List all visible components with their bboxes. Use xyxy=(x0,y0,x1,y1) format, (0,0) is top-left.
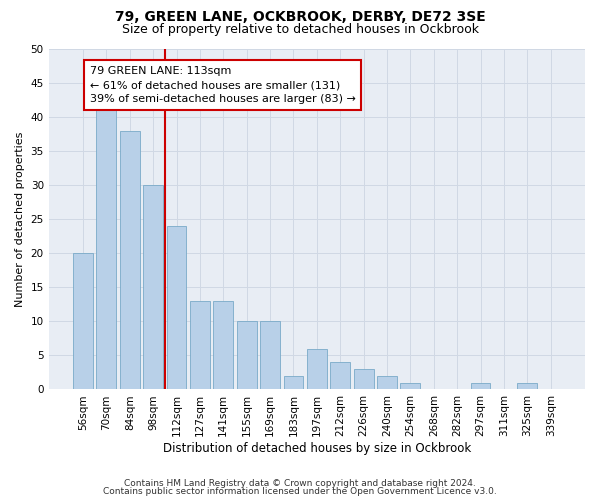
Text: 79 GREEN LANE: 113sqm
← 61% of detached houses are smaller (131)
39% of semi-det: 79 GREEN LANE: 113sqm ← 61% of detached … xyxy=(90,66,356,104)
Bar xyxy=(330,362,350,390)
X-axis label: Distribution of detached houses by size in Ockbrook: Distribution of detached houses by size … xyxy=(163,442,471,455)
Bar xyxy=(167,226,187,390)
Bar xyxy=(97,104,116,390)
Bar xyxy=(214,301,233,390)
Bar xyxy=(353,369,374,390)
Bar xyxy=(284,376,304,390)
Text: 79, GREEN LANE, OCKBROOK, DERBY, DE72 3SE: 79, GREEN LANE, OCKBROOK, DERBY, DE72 3S… xyxy=(115,10,485,24)
Bar xyxy=(377,376,397,390)
Bar xyxy=(400,382,421,390)
Text: Size of property relative to detached houses in Ockbrook: Size of property relative to detached ho… xyxy=(121,22,479,36)
Bar xyxy=(517,382,537,390)
Bar xyxy=(190,301,210,390)
Bar xyxy=(143,185,163,390)
Bar xyxy=(120,130,140,390)
Bar xyxy=(307,348,327,390)
Bar xyxy=(260,322,280,390)
Text: Contains HM Land Registry data © Crown copyright and database right 2024.: Contains HM Land Registry data © Crown c… xyxy=(124,478,476,488)
Text: Contains public sector information licensed under the Open Government Licence v3: Contains public sector information licen… xyxy=(103,487,497,496)
Bar xyxy=(470,382,490,390)
Bar xyxy=(73,254,93,390)
Bar xyxy=(237,322,257,390)
Y-axis label: Number of detached properties: Number of detached properties xyxy=(15,132,25,307)
